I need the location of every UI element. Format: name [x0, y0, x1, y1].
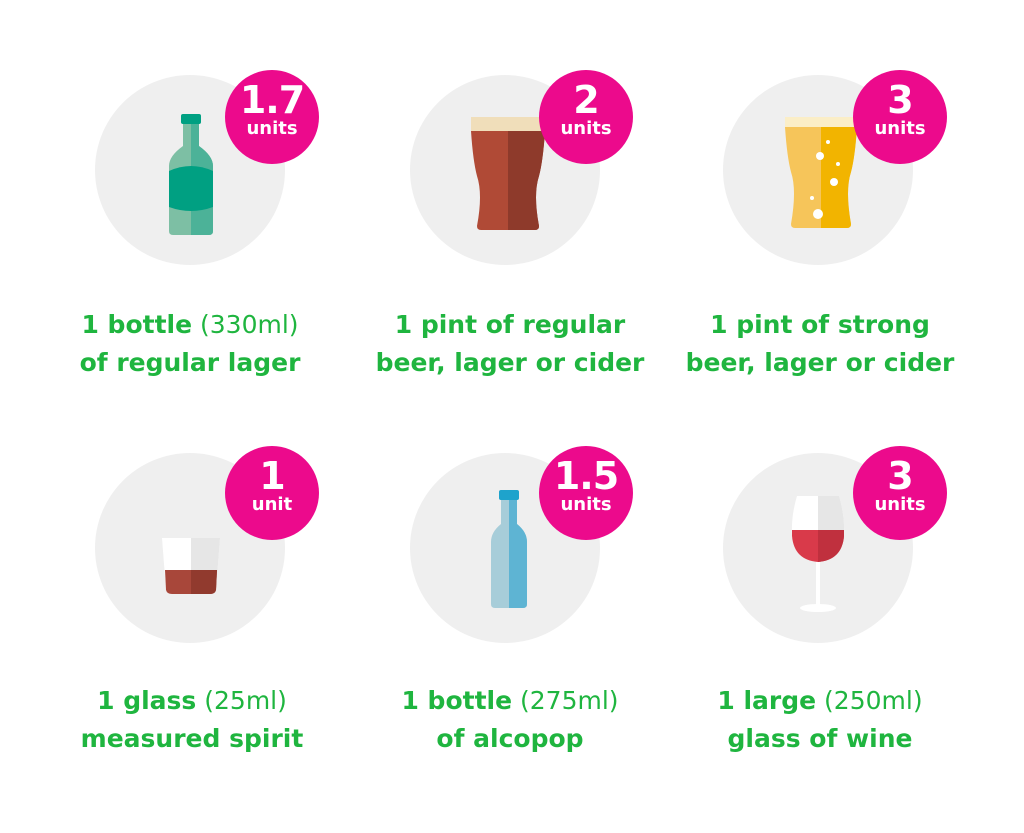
- caption-line2: glass of wine: [727, 724, 913, 753]
- caption-bold: 1 pint of regular: [394, 310, 626, 339]
- units-label: units: [874, 118, 926, 139]
- caption-line2: measured spirit: [80, 724, 304, 753]
- drink-item-lager-bottle: 1.7 units 1 bottle (330ml) of regular la…: [80, 70, 400, 450]
- caption-volume: (250ml): [816, 686, 923, 715]
- units-value: 1.7: [239, 78, 305, 122]
- drink-item-regular-pint: 2 units 1 pint of regular beer, lager or…: [376, 70, 715, 450]
- units-label: units: [560, 494, 612, 515]
- units-value: 1.5: [553, 454, 619, 498]
- drink-item-wine: 3 units 1 large (250ml) glass of wine: [708, 446, 1024, 826]
- caption-volume: (25ml): [196, 686, 287, 715]
- units-value: 2: [573, 78, 599, 122]
- drink-item-alcopop: 1.5 units 1 bottle (275ml) of alcopop: [395, 446, 715, 826]
- units-badge: 2 units: [539, 70, 633, 164]
- drink-caption: 1 bottle (330ml) of regular lager: [30, 306, 350, 382]
- units-value: 1: [259, 454, 285, 498]
- drink-caption: 1 pint of strong beer, lager or cider: [660, 306, 980, 382]
- drink-item-strong-pint: 3 units 1 pint of strong beer, lager or …: [686, 70, 1024, 450]
- units-label: unit: [251, 494, 293, 515]
- units-badge: 1 unit: [225, 446, 319, 540]
- caption-line2: of alcopop: [436, 724, 584, 753]
- caption-volume: (275ml): [512, 686, 619, 715]
- caption-line2: of regular lager: [79, 348, 301, 377]
- units-badge: 1.5 units: [539, 446, 633, 540]
- caption-bold: 1 glass: [97, 686, 197, 715]
- caption-bold: 1 bottle: [401, 686, 513, 715]
- drink-caption: 1 large (250ml) glass of wine: [660, 682, 980, 758]
- drink-item-spirit: 1 unit 1 glass (25ml) measured spirit: [80, 446, 400, 826]
- caption-bold: 1 large: [717, 686, 817, 715]
- caption-line2: beer, lager or cider: [685, 348, 955, 377]
- units-badge: 3 units: [853, 446, 947, 540]
- caption-volume: (330ml): [192, 310, 299, 339]
- drink-caption: 1 glass (25ml) measured spirit: [32, 682, 352, 758]
- units-badge: 3 units: [853, 70, 947, 164]
- units-value: 3: [887, 454, 913, 498]
- caption-bold: 1 pint of strong: [710, 310, 930, 339]
- units-label: units: [246, 118, 298, 139]
- drink-caption: 1 pint of regular beer, lager or cider: [350, 306, 670, 382]
- units-label: units: [874, 494, 926, 515]
- caption-bold: 1 bottle: [81, 310, 193, 339]
- units-label: units: [560, 118, 612, 139]
- caption-line2: beer, lager or cider: [375, 348, 645, 377]
- units-value: 3: [887, 78, 913, 122]
- drink-caption: 1 bottle (275ml) of alcopop: [350, 682, 670, 758]
- units-badge: 1.7 units: [225, 70, 319, 164]
